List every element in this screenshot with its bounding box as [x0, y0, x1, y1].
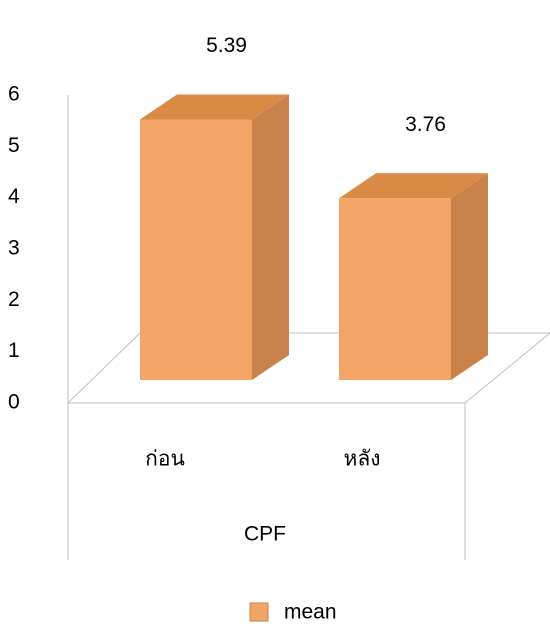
bar-top — [140, 94, 289, 120]
x-tick-label: หลัง — [344, 448, 381, 471]
data-label: 5.39 — [206, 34, 247, 57]
y-tick-label: 6 — [8, 83, 20, 106]
bar — [339, 173, 488, 380]
legend-label: mean — [284, 601, 337, 624]
floor — [66, 332, 550, 404]
data-label: 3.76 — [405, 113, 446, 136]
bar-front — [339, 198, 451, 380]
y-tick-label: 2 — [8, 288, 20, 311]
bar-side — [252, 94, 289, 380]
y-tick-label: 0 — [8, 391, 20, 414]
bar — [140, 94, 289, 380]
y-tick-label: 3 — [8, 237, 20, 260]
bar-top — [339, 173, 488, 199]
bar-front — [140, 119, 252, 380]
legend-swatch — [249, 602, 269, 622]
y-tick-label: 4 — [8, 185, 20, 208]
y-tick-label: 5 — [8, 134, 20, 157]
bar-side — [451, 173, 488, 380]
x-tick-label: ก่อน — [145, 448, 185, 471]
x-axis-label: CPF — [244, 523, 286, 546]
y-tick-label: 1 — [8, 339, 20, 362]
